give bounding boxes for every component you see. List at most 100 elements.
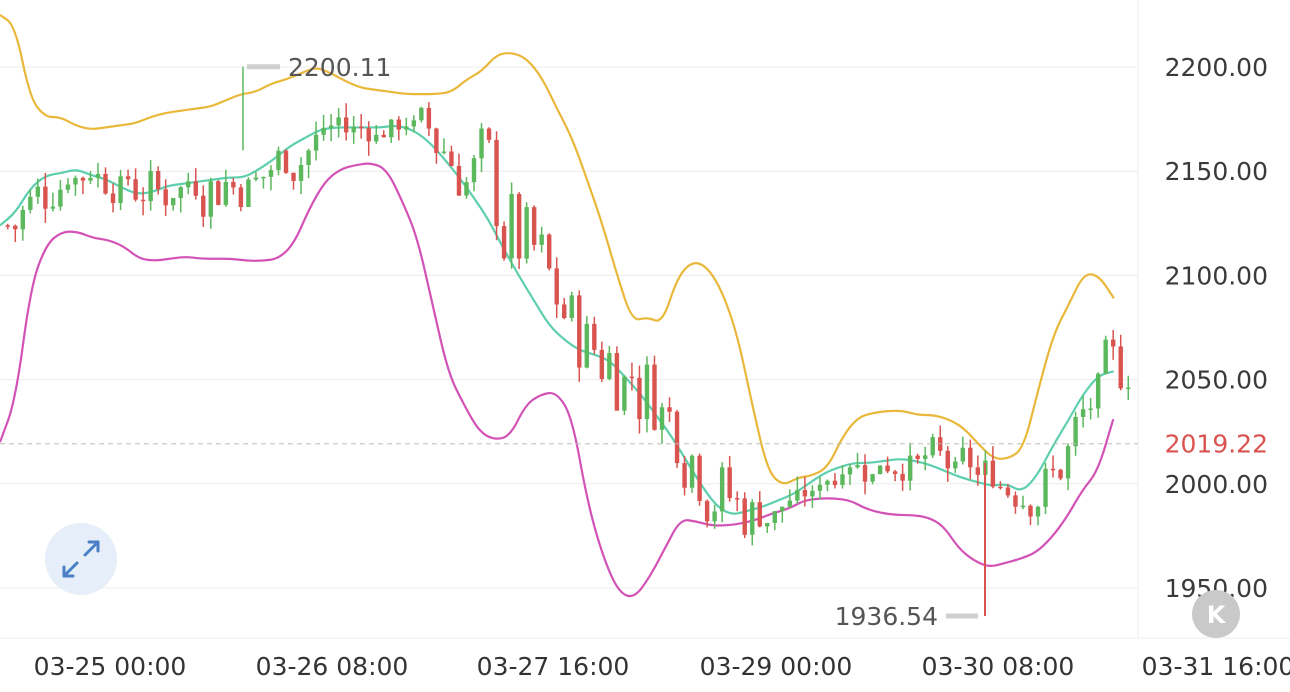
y-tick-label: 2100.00 (1165, 261, 1268, 290)
candle-body (945, 450, 950, 469)
candle-body (171, 198, 176, 206)
candle-body (321, 127, 326, 135)
candle-body (328, 125, 334, 128)
candle-body (795, 489, 800, 501)
low-annotation: 1936.54 (835, 602, 938, 631)
candle-body (404, 126, 409, 130)
candle-body (479, 128, 484, 159)
candle-body (539, 234, 544, 245)
candle-body (306, 150, 311, 165)
candle-body (103, 173, 108, 194)
candle-body (1050, 468, 1056, 471)
candle-body (201, 195, 206, 217)
candle-body (73, 177, 78, 185)
candle-body (885, 465, 890, 472)
x-tick-label: 03-26 08:00 (256, 652, 409, 681)
x-tick-label: 03-25 00:00 (34, 652, 187, 681)
candle-body (870, 474, 875, 482)
candle-body (268, 170, 274, 177)
candle-body (231, 182, 236, 188)
candle-body (727, 467, 732, 499)
bollinger-lower-line (0, 162, 1115, 598)
candle-body (343, 117, 349, 133)
candle-body (426, 107, 432, 129)
candle-body (1058, 469, 1063, 479)
candle-body (283, 150, 289, 173)
candle-body (712, 511, 717, 522)
candle-body (125, 176, 131, 180)
candle-body (682, 463, 687, 488)
candle-body (547, 234, 552, 269)
candle-body (1126, 387, 1131, 390)
candle-body (810, 490, 815, 497)
candle-body (253, 177, 259, 180)
candle-body (644, 364, 650, 420)
candle-body (802, 489, 808, 497)
x-tick-label: 03-30 08:00 (922, 652, 1075, 681)
candle-body (667, 407, 672, 412)
candle-body (148, 171, 153, 202)
candle-body (772, 511, 777, 523)
candle-body (276, 150, 281, 171)
bollinger-upper-line (0, 13, 1115, 485)
candle-body (652, 364, 657, 430)
last-price-label: 2019.22 (1165, 430, 1268, 459)
candle-body (13, 225, 18, 230)
candle-body (735, 498, 740, 500)
candle-body (622, 376, 627, 411)
candle-body (629, 376, 635, 379)
candle-body (930, 437, 935, 456)
candle-body (118, 176, 123, 203)
candle-body (659, 407, 665, 430)
scroll-to-latest-button[interactable]: K (1192, 590, 1240, 638)
x-tick-label: 03-31 16:00 (1142, 652, 1290, 681)
x-axis: 03-25 00:00 03-26 08:00 03-27 16:00 03-29 0… (34, 652, 1290, 681)
candle-body (915, 455, 920, 459)
candle-body (742, 498, 747, 535)
candle-body (1103, 339, 1108, 374)
candlesticks (5, 66, 1131, 617)
candle-body (193, 181, 198, 196)
candle-body (336, 117, 341, 126)
y-tick-label: 2150.00 (1165, 157, 1268, 186)
bollinger-bands (0, 13, 1115, 598)
candle-body (960, 447, 965, 462)
candle-body (35, 186, 41, 197)
expand-button[interactable] (45, 523, 117, 595)
candle-body (351, 126, 356, 133)
candle-body (953, 461, 958, 469)
candle-body (1013, 495, 1018, 507)
candle-body (366, 128, 371, 142)
candle-body (419, 107, 424, 121)
candle-body (208, 181, 213, 217)
candle-body (43, 186, 48, 209)
candle-body (855, 465, 860, 468)
candle-body (900, 473, 905, 481)
candle-body (441, 151, 447, 153)
candle-body (877, 465, 883, 475)
y-tick-label: 2000.00 (1165, 470, 1268, 499)
candle-body (28, 196, 33, 210)
candle-body (216, 181, 221, 205)
y-axis: 2200.002150.002100.002050.002000.001950.… (1165, 53, 1268, 603)
candle-body (840, 474, 845, 485)
candle-body (847, 467, 853, 475)
candle-body (990, 460, 996, 487)
bollinger-middle-line (0, 124, 1115, 515)
candle-body (186, 181, 191, 188)
y-tick-label: 2200.00 (1165, 53, 1268, 82)
candle-body (780, 506, 785, 512)
candle-body (531, 207, 537, 245)
candle-body (592, 323, 597, 350)
candle-body (614, 353, 620, 411)
candle-body (719, 467, 725, 512)
candle-body (155, 171, 161, 190)
candle-body (1043, 468, 1048, 507)
candle-body (486, 128, 492, 140)
candle-body (238, 187, 244, 207)
candle-body (975, 467, 981, 475)
candle-body (817, 484, 823, 491)
candle-body (1005, 487, 1011, 496)
candle-body (374, 134, 379, 142)
